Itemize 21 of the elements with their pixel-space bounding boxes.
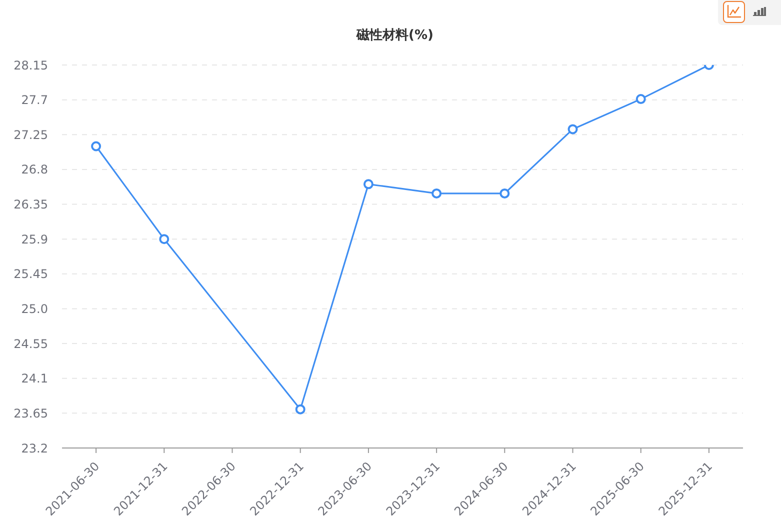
point	[295, 404, 306, 414]
y-tick-label: 23.65	[14, 406, 48, 420]
chart-title: 磁性材料(%)	[355, 28, 434, 44]
point	[636, 94, 646, 104]
point	[432, 188, 442, 198]
y-tick-label: 25.9	[21, 232, 48, 246]
y-tick-label: 28.15	[14, 58, 48, 72]
y-tick-label: 27.7	[21, 93, 48, 108]
point	[363, 179, 374, 190]
point	[568, 124, 578, 134]
y-tick-label: 24.1	[21, 372, 48, 386]
y-tick-label: 26.8	[21, 162, 48, 177]
y-tick-label: 27.25	[14, 128, 48, 142]
point	[159, 234, 170, 244]
y-tick-label: 24.55	[14, 336, 48, 351]
y-tick-label: 26.35	[14, 198, 48, 212]
point	[500, 188, 510, 198]
y-tick-label: 25.45	[14, 267, 48, 282]
y-tick-label: 25.0	[21, 302, 48, 316]
point	[91, 141, 102, 152]
y-tick-label: 23.2	[21, 441, 48, 456]
